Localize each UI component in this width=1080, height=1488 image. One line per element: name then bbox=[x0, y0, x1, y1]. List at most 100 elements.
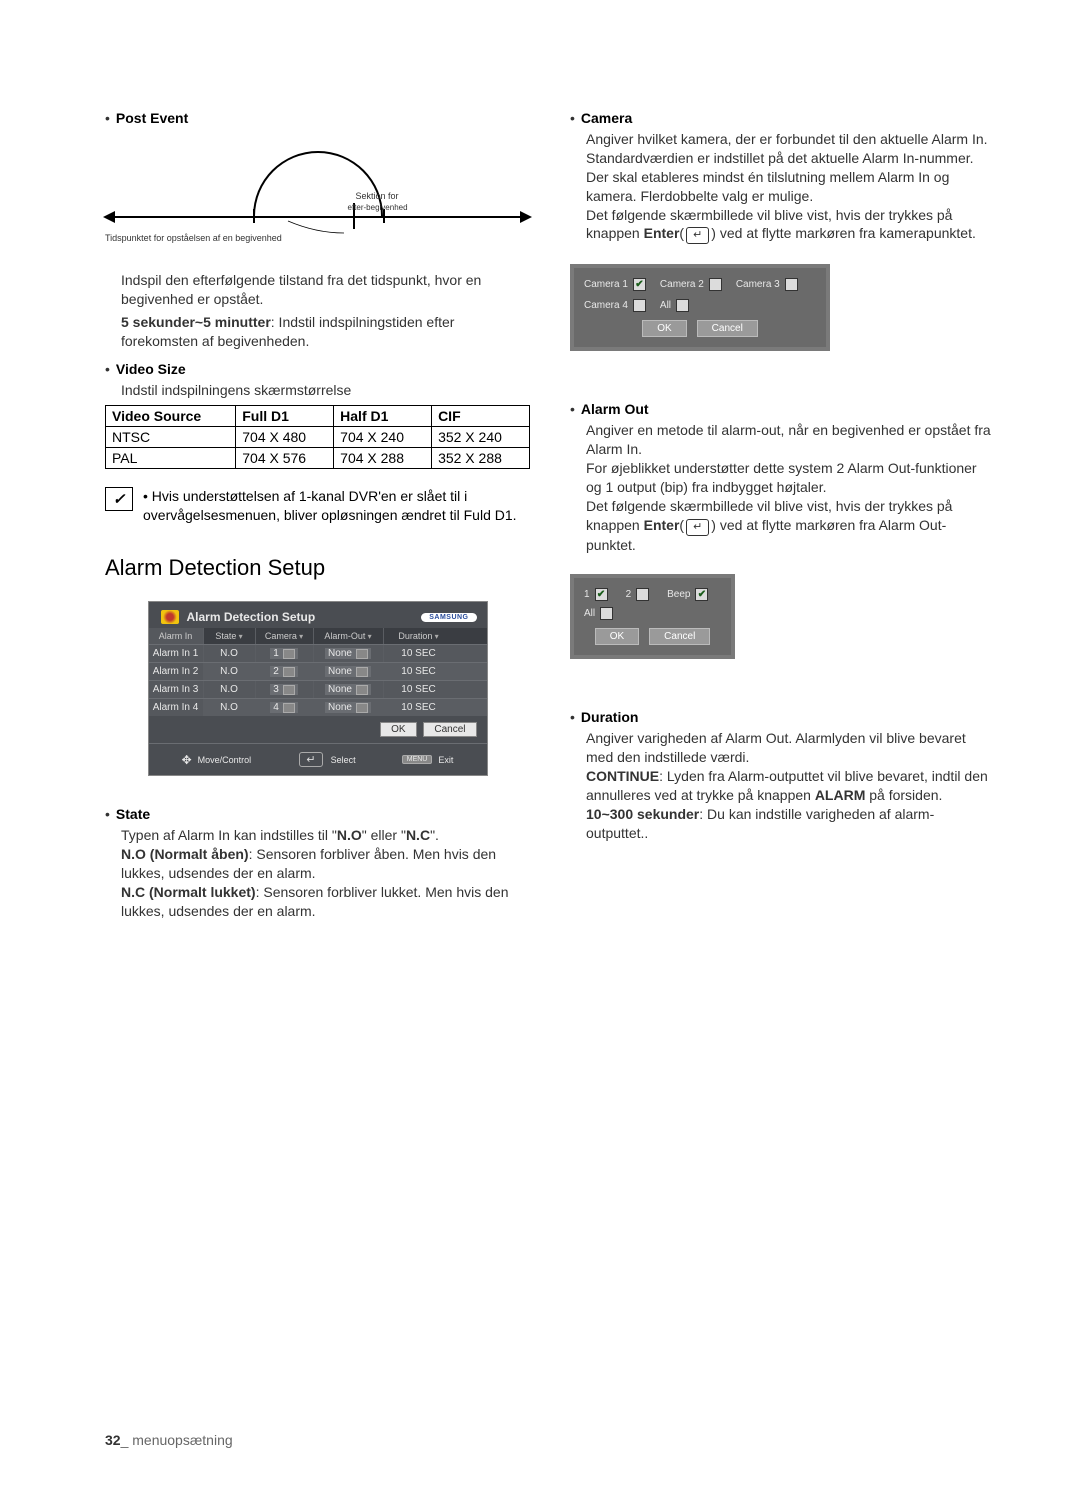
ok-button[interactable]: OK bbox=[595, 628, 639, 645]
ok-button[interactable]: OK bbox=[380, 722, 416, 737]
state-nc-bold: N.C (Normalt lukket) bbox=[121, 884, 256, 900]
table-row: Alarm In 2N.O2None10 SEC bbox=[149, 662, 487, 680]
alarm-detection-setup-heading: Alarm Detection Setup bbox=[105, 555, 530, 581]
checkbox-icon[interactable]: ✔ bbox=[633, 278, 646, 291]
vs-cell: 352 X 288 bbox=[432, 448, 530, 469]
vs-header: Video Source bbox=[106, 406, 236, 427]
vs-cell: 704 X 480 bbox=[236, 427, 334, 448]
cell-duration[interactable]: 10 SEC bbox=[384, 645, 454, 662]
alarmout-p2: For øjeblikket understøtter dette system… bbox=[586, 459, 995, 497]
cancel-button[interactable]: Cancel bbox=[423, 722, 476, 737]
col-header: Duration bbox=[384, 628, 454, 644]
camera-dialog: Camera 1✔Camera 2Camera 3Camera 4All OK … bbox=[570, 264, 830, 351]
checkbox-icon[interactable] bbox=[600, 607, 613, 620]
vs-cell: PAL bbox=[106, 448, 236, 469]
video-size-title: Video Size bbox=[116, 361, 186, 377]
alarm-text: på forsiden. bbox=[865, 787, 942, 803]
note-icon: ✓ bbox=[105, 487, 133, 511]
camera-option[interactable]: Camera 1✔ bbox=[584, 278, 646, 291]
col-header: Camera bbox=[256, 628, 314, 644]
alarm-icon bbox=[161, 610, 179, 624]
menu-key: MENU bbox=[402, 755, 433, 764]
cancel-button[interactable]: Cancel bbox=[697, 320, 758, 337]
checkbox-icon[interactable] bbox=[633, 299, 646, 312]
vs-header: Half D1 bbox=[334, 406, 432, 427]
cell-camera[interactable]: 1 bbox=[256, 645, 314, 662]
state-l1: Typen af Alarm In kan indstilles til " bbox=[121, 827, 337, 843]
alarmout-option[interactable]: 2 bbox=[626, 588, 650, 601]
cell-alarm-out[interactable]: None bbox=[314, 645, 384, 662]
table-row: Alarm In 1N.O1None10 SEC bbox=[149, 644, 487, 662]
duration-p1: Angiver varigheden af Alarm Out. Alarmly… bbox=[586, 729, 995, 767]
state-no-bold: N.O (Normalt åben) bbox=[121, 846, 249, 862]
table-row: Alarm In 4N.O4None10 SEC bbox=[149, 698, 487, 716]
state-l1e: ". bbox=[430, 827, 439, 843]
cell-state[interactable]: N.O bbox=[204, 645, 256, 662]
cell-duration[interactable]: 10 SEC bbox=[384, 663, 454, 680]
state-title: State bbox=[116, 806, 150, 822]
camera-p2: Der skal etableres mindst én tilslutning… bbox=[586, 168, 995, 206]
footer-label: _ menuopsætning bbox=[121, 1432, 233, 1448]
cell-alarm-in: Alarm In 3 bbox=[149, 681, 204, 698]
samsung-logo: SAMSUNG bbox=[421, 613, 476, 622]
state-nc: N.C bbox=[406, 827, 430, 843]
footer-move: Move/Control bbox=[198, 755, 252, 765]
cell-alarm-out[interactable]: None bbox=[314, 699, 384, 716]
camera-p3b: ved at flytte markøren fra kamerapunktet… bbox=[716, 225, 976, 241]
video-size-table: Video Source Full D1 Half D1 CIF NTSC 70… bbox=[105, 405, 530, 469]
diagram-label-bottom: efter-begivenhed bbox=[348, 203, 408, 212]
cell-alarm-in: Alarm In 4 bbox=[149, 699, 204, 716]
camera-option[interactable]: Camera 3 bbox=[736, 278, 798, 291]
state-l1c: " eller " bbox=[362, 827, 406, 843]
camera-option[interactable]: All bbox=[660, 299, 689, 312]
cell-duration[interactable]: 10 SEC bbox=[384, 699, 454, 716]
dialog-title: Alarm Detection Setup bbox=[187, 610, 316, 624]
checkbox-icon[interactable]: ✔ bbox=[595, 588, 608, 601]
alarm-detection-screenshot: Alarm Detection Setup SAMSUNG Alarm In S… bbox=[148, 601, 488, 776]
note-text: Hvis understøttelsen af 1-kanal DVR'en e… bbox=[143, 488, 517, 523]
alarm-bold: ALARM bbox=[815, 787, 866, 803]
checkbox-icon[interactable] bbox=[676, 299, 689, 312]
vs-header: Full D1 bbox=[236, 406, 334, 427]
cell-state[interactable]: N.O bbox=[204, 663, 256, 680]
diagram-label-left: Tidspunktet for opståelsen af en begiven… bbox=[105, 233, 282, 243]
cell-alarm-out[interactable]: None bbox=[314, 663, 384, 680]
checkbox-icon[interactable]: ✔ bbox=[695, 588, 708, 601]
checkbox-icon[interactable] bbox=[709, 278, 722, 291]
enter-key-icon: ↵ bbox=[686, 227, 709, 244]
vs-cell: 704 X 288 bbox=[334, 448, 432, 469]
cell-state[interactable]: N.O bbox=[204, 699, 256, 716]
cell-alarm-in: Alarm In 2 bbox=[149, 663, 204, 680]
footer-select: Select bbox=[331, 755, 356, 765]
cell-camera[interactable]: 2 bbox=[256, 663, 314, 680]
cell-alarm-out[interactable]: None bbox=[314, 681, 384, 698]
cell-camera[interactable]: 4 bbox=[256, 699, 314, 716]
col-header: Alarm In bbox=[149, 628, 204, 644]
video-size-sub: Indstil indspilningens skærmstørrelse bbox=[121, 381, 530, 400]
alarmout-option[interactable]: 1✔ bbox=[584, 588, 608, 601]
alarmout-p1: Angiver en metode til alarm-out, når en … bbox=[586, 421, 995, 459]
alarmout-option[interactable]: Beep✔ bbox=[667, 588, 708, 601]
diagram-label-top: Sektion for bbox=[356, 191, 399, 201]
sec-bold: 10~300 sekunder bbox=[586, 806, 699, 822]
ok-button[interactable]: OK bbox=[642, 320, 686, 337]
alarmout-dialog: 1✔ 2 Beep✔ All OK Cancel bbox=[570, 574, 735, 659]
checkbox-icon[interactable] bbox=[785, 278, 798, 291]
col-header: Alarm-Out bbox=[314, 628, 384, 644]
col-header: State bbox=[204, 628, 256, 644]
camera-option[interactable]: Camera 4 bbox=[584, 299, 646, 312]
cell-state[interactable]: N.O bbox=[204, 681, 256, 698]
post-event-text1: Indspil den efterfølgende tilstand fra d… bbox=[121, 271, 530, 309]
cell-camera[interactable]: 3 bbox=[256, 681, 314, 698]
duration-title: Duration bbox=[581, 709, 639, 725]
vs-cell: 704 X 240 bbox=[334, 427, 432, 448]
vs-header: CIF bbox=[432, 406, 530, 427]
cell-alarm-in: Alarm In 1 bbox=[149, 645, 204, 662]
page-number: 32 bbox=[105, 1432, 121, 1448]
vs-cell: NTSC bbox=[106, 427, 236, 448]
cell-duration[interactable]: 10 SEC bbox=[384, 681, 454, 698]
alarmout-option[interactable]: All bbox=[584, 607, 613, 620]
cancel-button[interactable]: Cancel bbox=[649, 628, 710, 645]
checkbox-icon[interactable] bbox=[636, 588, 649, 601]
camera-option[interactable]: Camera 2 bbox=[660, 278, 722, 291]
